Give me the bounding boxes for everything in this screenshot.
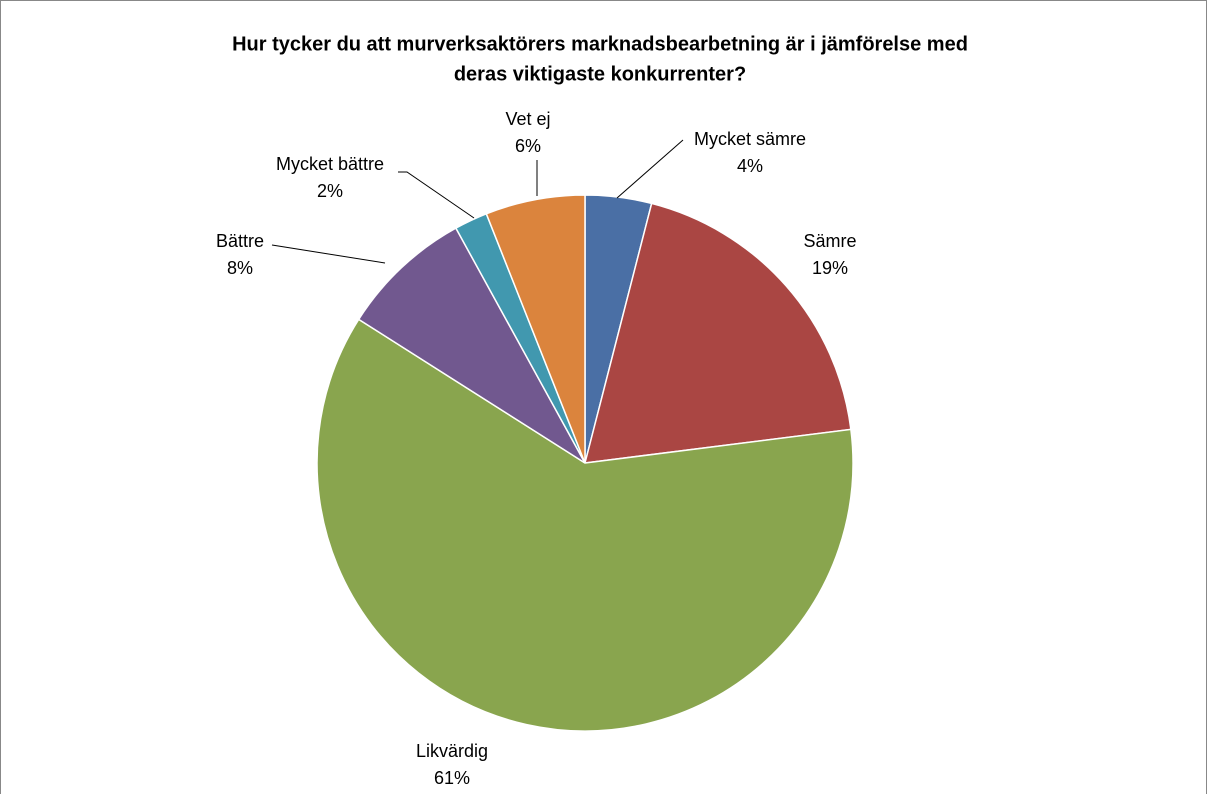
- slice-value-label: 61%: [434, 768, 470, 788]
- slice-value-label: 4%: [737, 156, 763, 176]
- leader-line: [616, 139, 684, 199]
- slice-value-label: 6%: [515, 136, 541, 156]
- slice-value-label: 2%: [317, 181, 343, 201]
- slice-label: Bättre: [216, 231, 264, 251]
- leader-line: [271, 244, 386, 264]
- slice-label: Vet ej: [505, 109, 550, 129]
- slice-label: Mycket sämre: [694, 129, 806, 149]
- pie-slice: [316, 318, 854, 732]
- slice-label: Likvärdig: [416, 741, 488, 761]
- slice-label: Mycket bättre: [276, 154, 384, 174]
- slice-value-label: 19%: [812, 258, 848, 278]
- pie-slice: [357, 227, 586, 464]
- leader-line: [398, 171, 475, 219]
- slice-label: Sämre: [803, 231, 856, 251]
- pie-slice: [485, 194, 586, 464]
- chart-title: Hur tycker du att murverksaktörers markn…: [232, 33, 968, 55]
- chart-title: deras viktigaste konkurrenter?: [454, 63, 746, 85]
- pie-slice: [583, 202, 852, 464]
- slice-value-label: 8%: [227, 258, 253, 278]
